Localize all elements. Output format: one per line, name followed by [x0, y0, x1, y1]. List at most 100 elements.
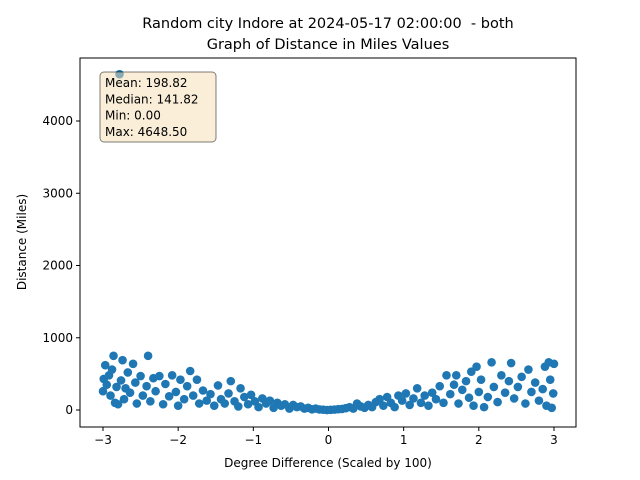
point — [530, 378, 540, 387]
x-tick-label: 0 — [325, 433, 333, 447]
point — [100, 360, 110, 370]
point — [420, 391, 429, 400]
point — [509, 394, 519, 403]
point — [416, 398, 426, 408]
point — [220, 399, 230, 408]
point — [472, 362, 481, 371]
x-tick-label: −1 — [244, 433, 262, 447]
point — [445, 389, 455, 399]
stats-text: Max: 4648.50 — [105, 125, 187, 139]
point — [439, 398, 448, 408]
point — [185, 366, 195, 376]
point — [454, 399, 463, 408]
point — [534, 396, 544, 405]
point — [427, 388, 437, 397]
point — [198, 386, 208, 395]
point — [233, 402, 243, 411]
point — [136, 371, 145, 381]
point — [112, 382, 121, 392]
stats-text: Median: 141.82 — [105, 92, 199, 106]
point — [102, 380, 112, 390]
point — [479, 402, 489, 412]
point — [493, 397, 502, 407]
point — [119, 394, 129, 404]
point — [497, 371, 506, 380]
point — [151, 386, 160, 396]
point — [243, 399, 253, 409]
point — [143, 351, 153, 361]
point — [390, 402, 399, 412]
point — [167, 371, 177, 380]
point — [113, 399, 123, 409]
point — [538, 384, 548, 394]
point — [213, 381, 223, 390]
point — [128, 359, 138, 369]
point — [179, 394, 189, 404]
point — [125, 388, 135, 397]
point — [457, 385, 467, 395]
point — [246, 390, 256, 400]
point — [476, 375, 486, 384]
chart-title: Graph of Distance in Miles Values — [207, 37, 450, 53]
point — [161, 379, 170, 389]
point — [142, 381, 151, 391]
point — [236, 384, 245, 393]
point — [123, 368, 133, 377]
point — [405, 400, 414, 410]
point — [224, 389, 233, 398]
point — [412, 384, 422, 393]
x-tick-label: 3 — [550, 433, 558, 447]
point — [483, 392, 493, 402]
chart-title: Random city Indore at 2024-05-17 02:00:0… — [142, 16, 513, 32]
point — [513, 382, 523, 392]
point — [138, 391, 148, 400]
point — [527, 387, 536, 397]
point — [155, 371, 164, 381]
point — [182, 381, 192, 391]
x-tick-label: 2 — [475, 433, 483, 447]
x-axis-label: Degree Difference (Scaled by 100) — [224, 456, 432, 470]
point — [424, 401, 433, 410]
point — [254, 402, 263, 412]
point — [524, 365, 533, 374]
x-tick-label: −2 — [169, 433, 187, 447]
point — [109, 351, 118, 361]
y-tick-label: 4000 — [42, 114, 73, 128]
point — [131, 378, 140, 387]
point — [521, 399, 530, 408]
point — [547, 403, 557, 413]
point — [461, 376, 471, 386]
point — [489, 382, 499, 392]
point — [171, 387, 181, 397]
point — [176, 375, 185, 384]
plot-frame — [79, 57, 577, 428]
point — [451, 371, 461, 380]
point — [464, 393, 474, 403]
point — [192, 375, 202, 384]
point — [132, 399, 142, 408]
point — [106, 391, 115, 400]
point — [474, 387, 484, 397]
point — [146, 397, 155, 406]
point — [506, 358, 516, 368]
point — [431, 394, 441, 404]
point — [442, 371, 451, 380]
point — [401, 389, 411, 398]
stats-text: Mean: 198.82 — [105, 76, 188, 90]
stats-box — [99, 71, 217, 143]
point — [116, 376, 126, 385]
point — [202, 396, 212, 405]
point — [548, 389, 558, 398]
point — [194, 399, 204, 408]
point — [379, 401, 388, 410]
point — [173, 401, 183, 410]
point — [164, 391, 174, 401]
x-tick-label: −3 — [94, 433, 112, 447]
point — [107, 365, 117, 374]
point — [209, 401, 219, 410]
point — [504, 376, 514, 386]
point — [545, 375, 555, 384]
point — [517, 372, 526, 382]
point — [435, 381, 445, 391]
